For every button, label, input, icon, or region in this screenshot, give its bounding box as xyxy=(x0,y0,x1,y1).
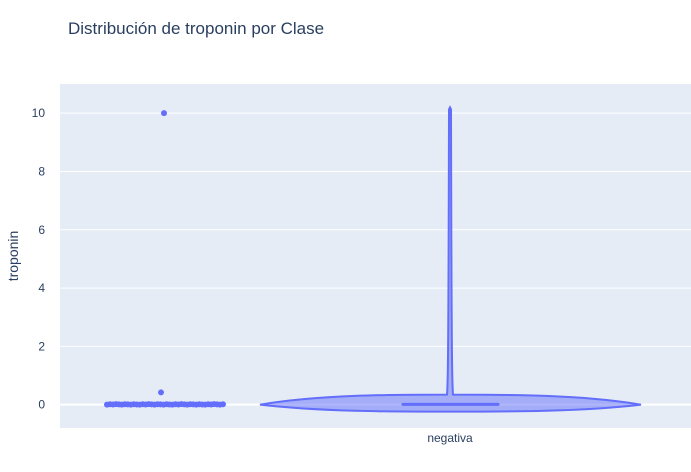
y-tick-label-4: 4 xyxy=(38,281,45,295)
outlier-point xyxy=(158,389,164,396)
violin-body xyxy=(259,105,642,413)
y-tick-label-6: 6 xyxy=(38,223,45,237)
x-tick-label-negativa: negativa xyxy=(427,431,473,445)
x-axis-ticks: negativa xyxy=(427,431,473,445)
y-tick-label-2: 2 xyxy=(38,339,45,353)
outlier-point xyxy=(161,110,167,117)
chart-title: Distribución de troponin por Clase xyxy=(68,19,324,38)
plot-area xyxy=(60,84,691,428)
y-tick-label-10: 10 xyxy=(32,106,46,120)
y-axis-title: troponin xyxy=(5,231,21,282)
y-tick-label-8: 8 xyxy=(38,164,45,178)
points-layer xyxy=(104,110,226,408)
data-point xyxy=(220,401,226,408)
y-axis-ticks: 0 2 4 6 8 10 xyxy=(32,106,46,412)
violin-layer xyxy=(259,105,642,413)
y-tick-label-0: 0 xyxy=(38,398,45,412)
